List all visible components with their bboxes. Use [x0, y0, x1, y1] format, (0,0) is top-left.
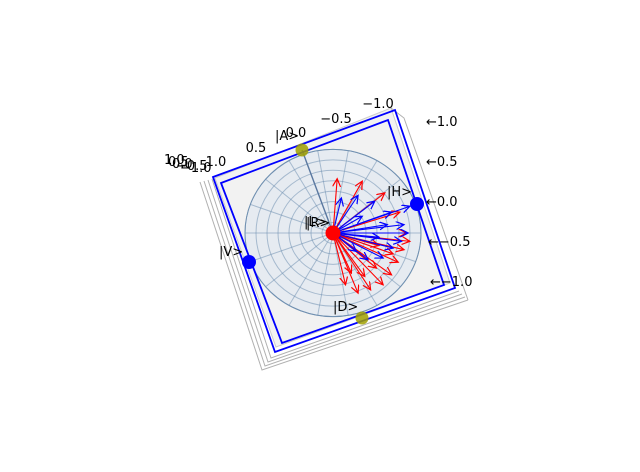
x-tick-label: −0.5: [320, 112, 352, 127]
blue-vector-8: [332, 232, 383, 258]
state-labels: |A> |H> |R>|L> |V> |D>: [219, 129, 412, 315]
z-tick-label: 0.5: [168, 155, 189, 170]
state-label-V: |V>: [219, 245, 243, 260]
z-tick-label: −1.0: [180, 161, 212, 176]
y-tick-label: ←−0.5: [428, 235, 470, 250]
state-points: [242, 143, 424, 325]
z-tick-label: 0.0: [172, 157, 193, 172]
x-tick-label: 1.0: [206, 155, 227, 170]
y-tick-label: ←−1.0: [430, 275, 472, 290]
sphere-meridian: [250, 232, 334, 263]
sphere-meridian: [250, 203, 334, 234]
sphere-meridian: [288, 160, 334, 234]
sphere-meridian: [317, 150, 334, 234]
x-tick-label: 0.5: [246, 141, 267, 156]
z-tick-label: −0.5: [176, 159, 208, 174]
z-tick-label: 1.0: [164, 153, 185, 168]
sphere-meridian: [332, 232, 349, 316]
sphere-meridian: [332, 150, 349, 234]
sphere-meridian: [288, 232, 334, 306]
point-H: [410, 197, 424, 211]
sphere-meridian: [317, 232, 334, 316]
blue-vector-7: [332, 232, 393, 248]
blue-vector-4: [332, 206, 410, 234]
axis-line: [301, 149, 334, 234]
red-vector-1: [332, 181, 362, 234]
point-R: [325, 225, 341, 241]
blue-vector-12: [332, 232, 379, 237]
tick-labels: −1.0−0.50.00.51.0←1.0←0.5←0.0←−0.5←−1.01…: [164, 97, 472, 290]
red-vector-0: [332, 179, 337, 234]
state-label-A: |A>: [275, 129, 299, 144]
y-tick-label: ←0.5: [426, 155, 458, 170]
sphere-meridian: [265, 232, 334, 288]
y-tick-label: ←0.0: [426, 195, 458, 210]
frame-outer: [211, 108, 457, 354]
point-A: [295, 143, 309, 157]
red-vector-13: [332, 232, 393, 254]
point-D: [355, 311, 369, 325]
red-vector-8: [332, 232, 383, 285]
y-tick-label: ←1.0: [426, 115, 458, 130]
x-tick-label: 0.0: [286, 126, 307, 141]
frame-inner: [219, 118, 446, 345]
red-vector-15: [332, 232, 365, 276]
blue-vector-15: [332, 225, 387, 234]
state-label-R: |R>: [306, 216, 330, 231]
x-tick-label: −1.0: [362, 97, 394, 112]
red-vector-11: [332, 232, 346, 285]
state-label-L: |L>: [304, 215, 327, 230]
sphere-meridian: [265, 178, 334, 234]
pane-edges: [199, 107, 469, 371]
blue-vector-1: [332, 195, 358, 234]
point-V: [242, 255, 256, 269]
state-label-D: |D>: [333, 300, 358, 315]
state-label-H: |H>: [387, 185, 412, 200]
